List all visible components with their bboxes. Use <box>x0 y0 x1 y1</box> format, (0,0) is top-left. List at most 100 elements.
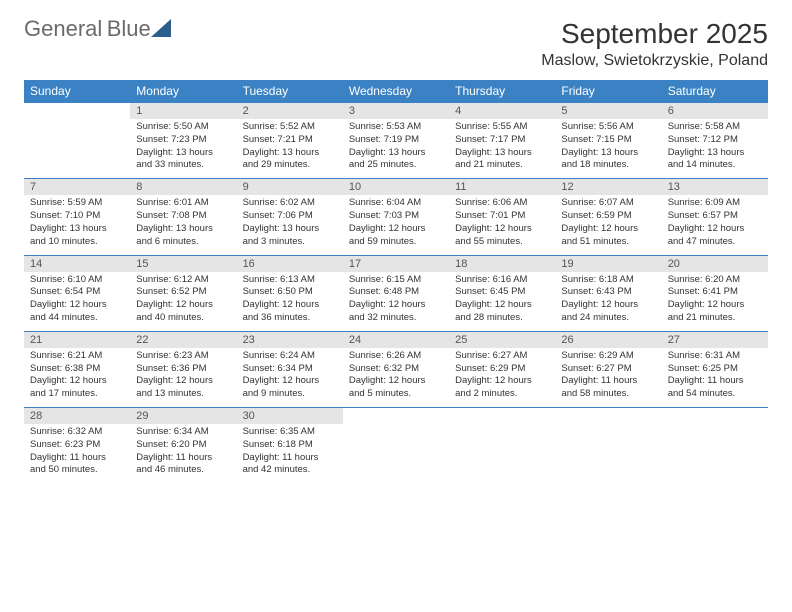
daylight-line-1: Daylight: 12 hours <box>30 375 124 388</box>
daylight-line-1: Daylight: 12 hours <box>668 223 762 236</box>
daylight-line-1: Daylight: 11 hours <box>136 452 230 465</box>
sail-icon <box>151 19 171 37</box>
weekday-header: Saturday <box>662 80 768 102</box>
day-number-cell: 24 <box>343 332 449 348</box>
day-body-cell: Sunrise: 6:09 AMSunset: 6:57 PMDaylight:… <box>662 195 768 254</box>
day-body-cell: Sunrise: 6:15 AMSunset: 6:48 PMDaylight:… <box>343 272 449 331</box>
daylight-line-2: and 28 minutes. <box>455 312 549 325</box>
sunset-line: Sunset: 7:21 PM <box>243 134 337 147</box>
daylight-line-1: Daylight: 12 hours <box>243 299 337 312</box>
daylight-line-2: and 51 minutes. <box>561 236 655 249</box>
sunrise-line: Sunrise: 6:24 AM <box>243 350 337 363</box>
day-body-cell: Sunrise: 6:13 AMSunset: 6:50 PMDaylight:… <box>237 272 343 331</box>
body-band: Sunrise: 5:50 AMSunset: 7:23 PMDaylight:… <box>24 119 768 178</box>
day-number-cell: 10 <box>343 179 449 195</box>
daylight-line-2: and 2 minutes. <box>455 388 549 401</box>
sunset-line: Sunset: 7:19 PM <box>349 134 443 147</box>
calendar-grid: SundayMondayTuesdayWednesdayThursdayFrid… <box>24 80 768 483</box>
daylight-line-2: and 46 minutes. <box>136 464 230 477</box>
day-body-cell: Sunrise: 5:50 AMSunset: 7:23 PMDaylight:… <box>130 119 236 178</box>
daylight-line-2: and 40 minutes. <box>136 312 230 325</box>
daylight-line-2: and 3 minutes. <box>243 236 337 249</box>
daylight-line-1: Daylight: 11 hours <box>668 375 762 388</box>
daylight-line-1: Daylight: 13 hours <box>561 147 655 160</box>
body-band: Sunrise: 5:59 AMSunset: 7:10 PMDaylight:… <box>24 195 768 254</box>
daylight-line-1: Daylight: 13 hours <box>136 147 230 160</box>
daynum-band: 21222324252627 <box>24 332 768 348</box>
weekday-header: Thursday <box>449 80 555 102</box>
daylight-line-2: and 5 minutes. <box>349 388 443 401</box>
sunrise-line: Sunrise: 5:52 AM <box>243 121 337 134</box>
day-number-cell: 4 <box>449 103 555 119</box>
sunset-line: Sunset: 6:34 PM <box>243 363 337 376</box>
sunrise-line: Sunrise: 5:56 AM <box>561 121 655 134</box>
day-body-cell: Sunrise: 6:06 AMSunset: 7:01 PMDaylight:… <box>449 195 555 254</box>
day-number-cell: 6 <box>662 103 768 119</box>
day-number-cell: 20 <box>662 256 768 272</box>
day-body-cell: Sunrise: 5:58 AMSunset: 7:12 PMDaylight:… <box>662 119 768 178</box>
day-body-cell: Sunrise: 6:07 AMSunset: 6:59 PMDaylight:… <box>555 195 661 254</box>
sunrise-line: Sunrise: 6:15 AM <box>349 274 443 287</box>
sunrise-line: Sunrise: 6:27 AM <box>455 350 549 363</box>
daylight-line-1: Daylight: 13 hours <box>136 223 230 236</box>
sunrise-line: Sunrise: 6:21 AM <box>30 350 124 363</box>
sunrise-line: Sunrise: 6:01 AM <box>136 197 230 210</box>
calendar-page: General Blue September 2025 Maslow, Swie… <box>0 0 792 501</box>
daylight-line-2: and 21 minutes. <box>455 159 549 172</box>
sunset-line: Sunset: 6:23 PM <box>30 439 124 452</box>
sunset-line: Sunset: 6:20 PM <box>136 439 230 452</box>
daynum-band: 78910111213 <box>24 179 768 195</box>
day-number-cell: 9 <box>237 179 343 195</box>
daylight-line-1: Daylight: 13 hours <box>243 223 337 236</box>
sunset-line: Sunset: 6:18 PM <box>243 439 337 452</box>
daylight-line-2: and 9 minutes. <box>243 388 337 401</box>
daylight-line-1: Daylight: 11 hours <box>30 452 124 465</box>
sunset-line: Sunset: 7:10 PM <box>30 210 124 223</box>
daylight-line-2: and 36 minutes. <box>243 312 337 325</box>
sunset-line: Sunset: 6:45 PM <box>455 286 549 299</box>
day-body-cell: Sunrise: 6:20 AMSunset: 6:41 PMDaylight:… <box>662 272 768 331</box>
day-body-cell <box>555 424 661 483</box>
sunset-line: Sunset: 6:38 PM <box>30 363 124 376</box>
sunset-line: Sunset: 7:06 PM <box>243 210 337 223</box>
day-number-cell: 21 <box>24 332 130 348</box>
sunset-line: Sunset: 6:32 PM <box>349 363 443 376</box>
day-number-cell: 30 <box>237 408 343 424</box>
day-body-cell: Sunrise: 5:55 AMSunset: 7:17 PMDaylight:… <box>449 119 555 178</box>
sunset-line: Sunset: 6:50 PM <box>243 286 337 299</box>
daylight-line-1: Daylight: 12 hours <box>455 375 549 388</box>
day-number-cell: 23 <box>237 332 343 348</box>
daynum-band: 282930 <box>24 408 768 424</box>
day-body-cell: Sunrise: 5:59 AMSunset: 7:10 PMDaylight:… <box>24 195 130 254</box>
day-number-cell: 19 <box>555 256 661 272</box>
day-number-cell: 18 <box>449 256 555 272</box>
month-title: September 2025 <box>541 18 768 50</box>
day-body-cell: Sunrise: 6:21 AMSunset: 6:38 PMDaylight:… <box>24 348 130 407</box>
body-band: Sunrise: 6:21 AMSunset: 6:38 PMDaylight:… <box>24 348 768 407</box>
daylight-line-2: and 14 minutes. <box>668 159 762 172</box>
sunset-line: Sunset: 6:36 PM <box>136 363 230 376</box>
sunrise-line: Sunrise: 6:23 AM <box>136 350 230 363</box>
sunrise-line: Sunrise: 6:26 AM <box>349 350 443 363</box>
day-body-cell: Sunrise: 6:29 AMSunset: 6:27 PMDaylight:… <box>555 348 661 407</box>
body-band: Sunrise: 6:32 AMSunset: 6:23 PMDaylight:… <box>24 424 768 483</box>
location-label: Maslow, Swietokrzyskie, Poland <box>541 52 768 70</box>
daylight-line-1: Daylight: 12 hours <box>30 299 124 312</box>
daylight-line-1: Daylight: 12 hours <box>349 375 443 388</box>
daylight-line-1: Daylight: 13 hours <box>455 147 549 160</box>
sunrise-line: Sunrise: 5:53 AM <box>349 121 443 134</box>
daylight-line-1: Daylight: 12 hours <box>455 223 549 236</box>
day-number-cell: 12 <box>555 179 661 195</box>
sunrise-line: Sunrise: 6:16 AM <box>455 274 549 287</box>
sunrise-line: Sunrise: 5:50 AM <box>136 121 230 134</box>
sunrise-line: Sunrise: 5:55 AM <box>455 121 549 134</box>
week-row: 123456Sunrise: 5:50 AMSunset: 7:23 PMDay… <box>24 102 768 178</box>
sunrise-line: Sunrise: 5:58 AM <box>668 121 762 134</box>
sunset-line: Sunset: 7:17 PM <box>455 134 549 147</box>
sunrise-line: Sunrise: 6:02 AM <box>243 197 337 210</box>
day-number-cell: 13 <box>662 179 768 195</box>
sunset-line: Sunset: 7:15 PM <box>561 134 655 147</box>
day-number-cell: 28 <box>24 408 130 424</box>
day-number-cell: 5 <box>555 103 661 119</box>
day-body-cell: Sunrise: 5:53 AMSunset: 7:19 PMDaylight:… <box>343 119 449 178</box>
